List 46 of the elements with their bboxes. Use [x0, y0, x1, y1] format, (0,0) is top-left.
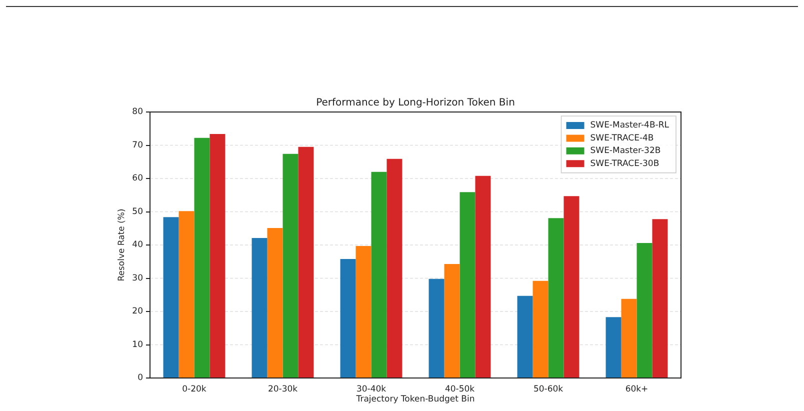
bar [428, 278, 444, 378]
y-tick-label: 80 [132, 107, 143, 118]
bar [606, 317, 622, 378]
bar [298, 146, 314, 378]
bar [444, 264, 460, 378]
bar [163, 217, 179, 378]
y-tick-label: 20 [132, 306, 143, 317]
legend-label: SWE-TRACE-30B [590, 158, 660, 169]
y-tick-label: 10 [132, 340, 143, 350]
y-tick-label: 40 [132, 240, 143, 250]
y-axis-title: Resolve Rate (%) [116, 208, 127, 282]
bar [210, 134, 226, 378]
bar [178, 211, 194, 378]
x-tick-label: 30-40k [356, 384, 386, 394]
y-tick-label: 0 [138, 373, 143, 384]
y-tick-label: 70 [132, 140, 143, 150]
bar [194, 138, 210, 378]
bar [564, 196, 580, 378]
y-tick-label: 60 [132, 174, 143, 184]
bar [282, 154, 298, 378]
bar [621, 298, 637, 378]
bar [548, 218, 564, 378]
bar [252, 238, 268, 378]
bar [340, 258, 356, 378]
bar [652, 219, 668, 378]
bar [517, 296, 533, 378]
x-tick-label: 20-30k [268, 384, 298, 394]
bar [532, 280, 548, 378]
x-tick-label: 50-60k [533, 384, 564, 394]
chart-title: Performance by Long-Horizon Token Bin [316, 98, 515, 109]
legend-label: SWE-TRACE-4B [590, 133, 654, 144]
x-tick-label: 60k+ [625, 384, 648, 394]
bar [475, 176, 491, 378]
bar [371, 172, 387, 378]
legend-label: SWE-Master-32B [590, 146, 661, 156]
x-tick-label: 0-20k [182, 384, 206, 394]
y-tick-label: 30 [132, 273, 143, 284]
x-tick-label: 40-50k [444, 384, 475, 394]
bar [460, 192, 476, 378]
legend-label: SWE-Master-4B-RL [590, 120, 670, 131]
x-axis-title: Trajectory Token-Budget Bin [355, 394, 475, 404]
bar [636, 243, 652, 378]
bar [267, 228, 283, 378]
bar [356, 246, 372, 378]
bar [386, 158, 402, 378]
y-tick-label: 50 [132, 206, 143, 217]
